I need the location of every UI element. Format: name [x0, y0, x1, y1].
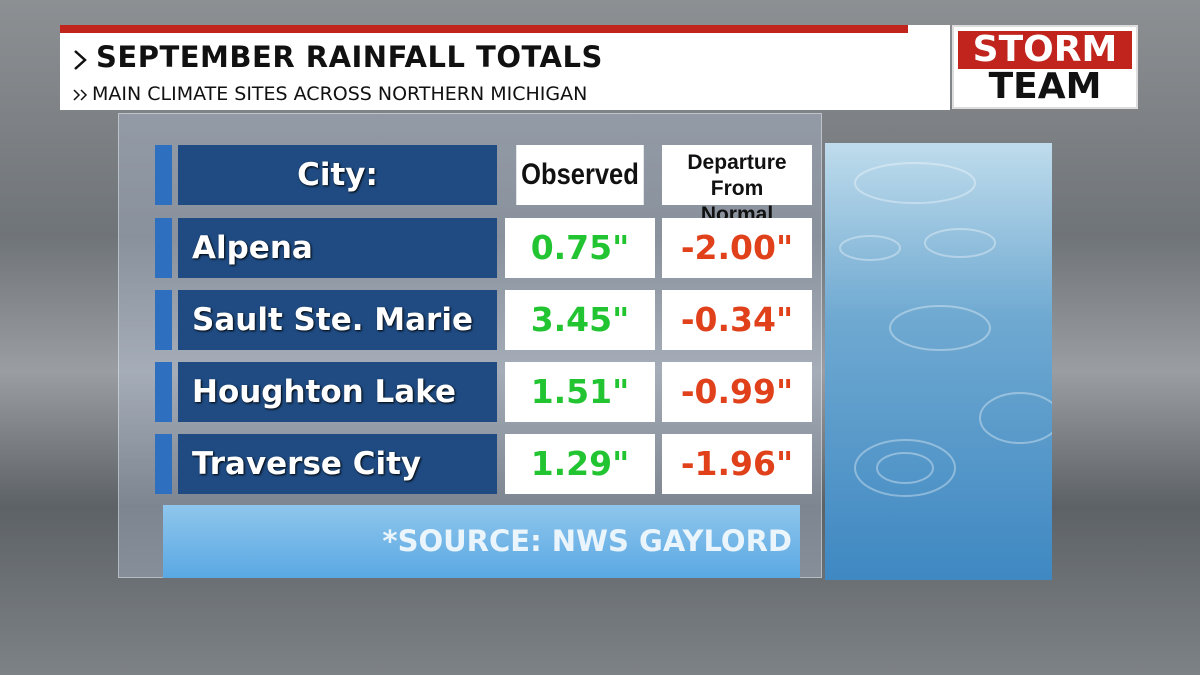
header-cell: Observed [516, 145, 644, 205]
subtitle-chevron [73, 89, 88, 101]
ripples [839, 162, 1061, 497]
title: SEPTEMBER RAINFALL TOTALS [96, 40, 603, 74]
title-chevron [74, 50, 87, 70]
banner [60, 25, 950, 110]
subtitle: MAIN CLIMATE SITES ACROSS NORTHERN MICHI… [92, 83, 588, 105]
source-note: *SOURCE: NWS GAYLORD [163, 505, 800, 578]
observed-cell: 3.45" [505, 290, 655, 350]
observed-cell: 1.51" [505, 362, 655, 422]
logo-bottom: TEAM [988, 66, 1102, 107]
departure-cell: -1.96" [662, 434, 812, 494]
row-accent [155, 434, 172, 494]
city-cell: Traverse City [178, 434, 497, 494]
header-cell: Departure From Normal [662, 145, 812, 226]
departure-cell: -0.34" [662, 290, 812, 350]
banner-strip [60, 25, 908, 33]
departure-cell: -0.99" [662, 362, 812, 422]
row-accent [155, 145, 172, 205]
water-image [825, 143, 1061, 580]
row-accent [155, 362, 172, 422]
row-accent [155, 290, 172, 350]
city-cell: Sault Ste. Marie [178, 290, 497, 350]
row-accent [155, 218, 172, 278]
header-cell: City: [178, 145, 497, 205]
logo: STORM TEAM [952, 25, 1138, 109]
observed-cell: 0.75" [505, 218, 655, 278]
logo-top: STORM [958, 31, 1132, 69]
observed-cell: 1.29" [505, 434, 655, 494]
city-cell: Alpena [178, 218, 497, 278]
departure-cell: -2.00" [662, 218, 812, 278]
city-cell: Houghton Lake [178, 362, 497, 422]
